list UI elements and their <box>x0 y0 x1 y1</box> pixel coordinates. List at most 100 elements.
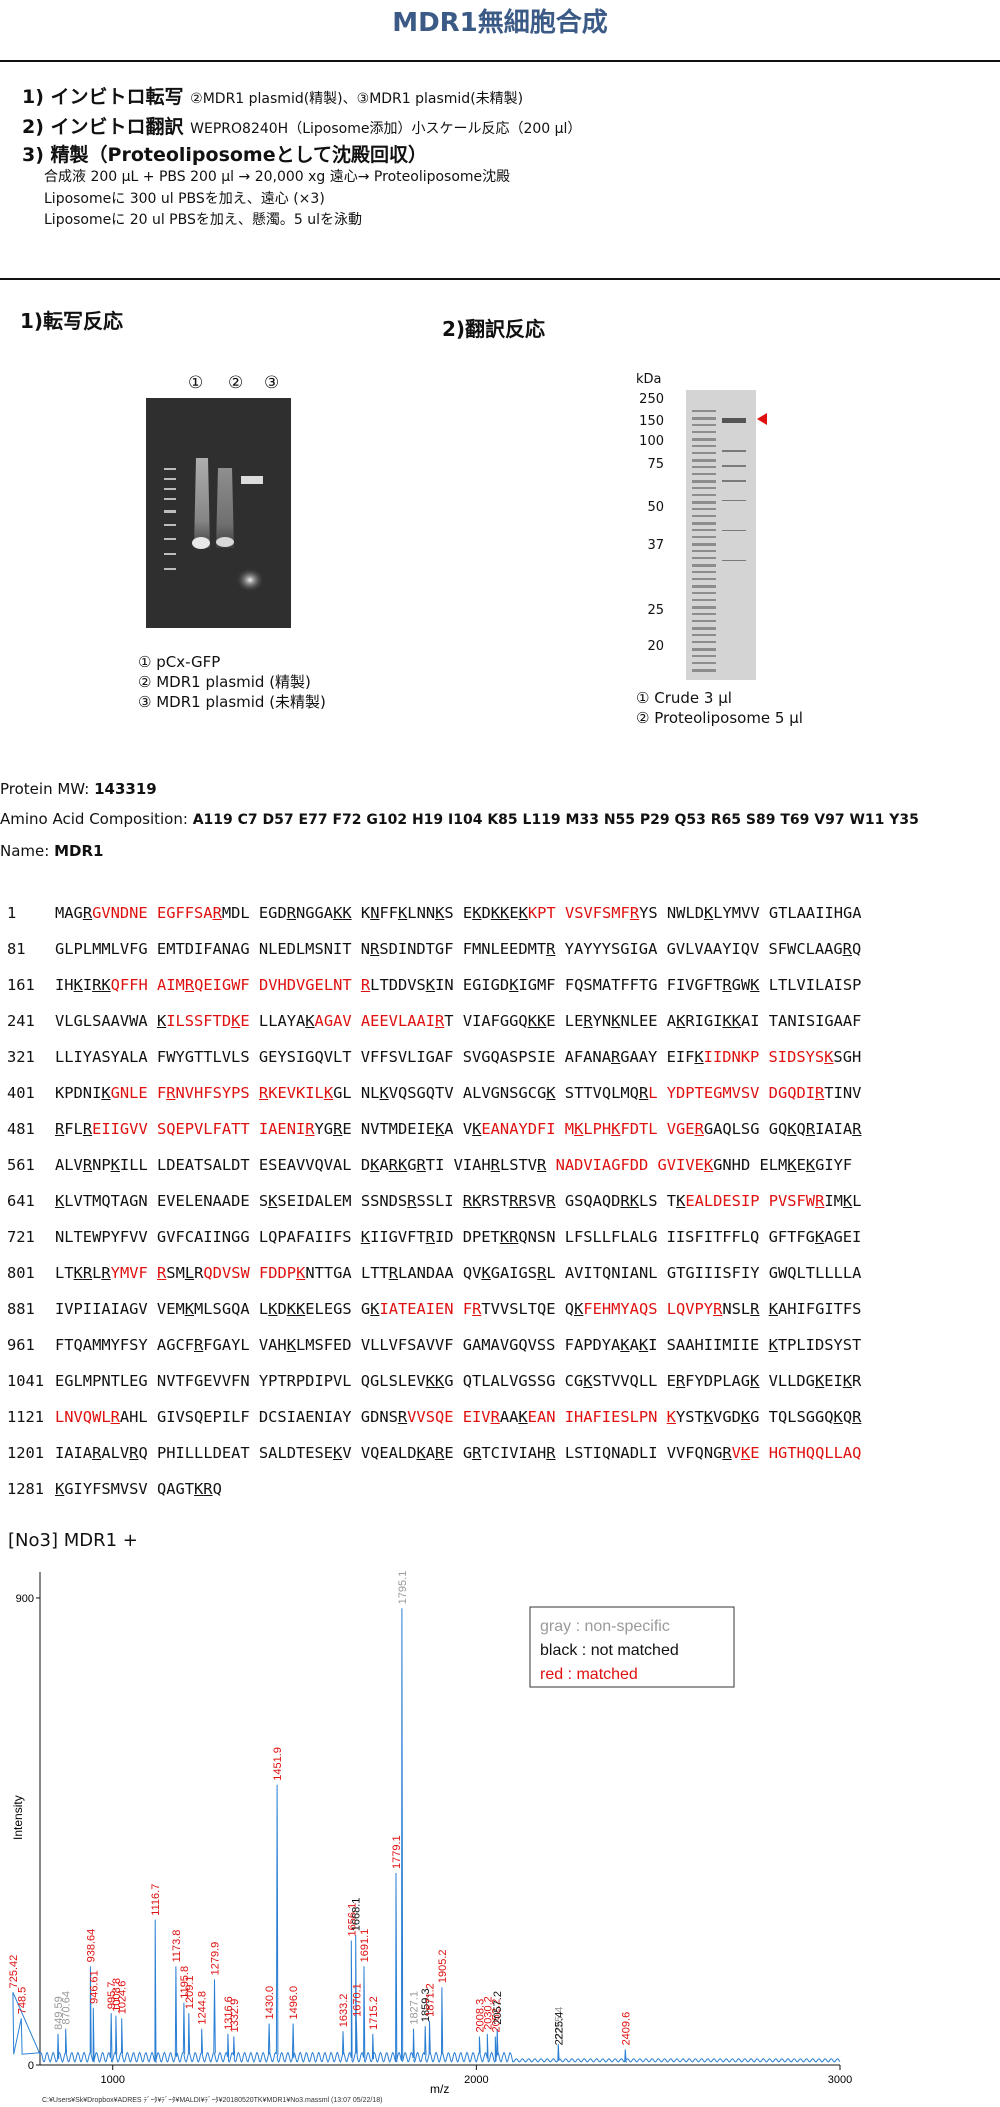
note-3: Liposomeに 20 ul PBSを加え、懸濁。5 ulを泳動 <box>44 212 362 228</box>
cleavage-site-residue: K <box>787 1120 797 1138</box>
residues: IM <box>824 1192 843 1210</box>
residues: NLTEWPYFVV GVFCAIINGG LQPAFAIIFS <box>55 1228 361 1246</box>
cleavage-site-residue: R <box>360 976 371 994</box>
cleavage-site-residue: R <box>92 1444 102 1462</box>
cleavage-site-residue: K <box>231 1012 241 1030</box>
residues: RIGI <box>685 1012 723 1030</box>
matched-residues: EAN IHAFIESLPN <box>527 1408 667 1426</box>
residues: GAAY EIF <box>620 1048 695 1066</box>
residues: Q <box>842 1408 853 1426</box>
cleavage-site-residue: K <box>824 1048 834 1066</box>
cleavage-site-residue: K <box>184 1300 195 1318</box>
residues: LNN <box>407 904 436 922</box>
peak-label: 938.64 <box>85 1929 97 1963</box>
cleavage-site-residue: R <box>537 1264 547 1282</box>
matched-residues: NADVIAGFDD GVIVE <box>555 1156 704 1174</box>
sequence-row: 1 MAGRGVNDNE EGFFSARMDL EGDRNGGAKK KNFFKL… <box>7 895 862 931</box>
cleavage-site-residue: R <box>815 1084 825 1102</box>
protein-sequence: 1 MAGRGVNDNE EGFFSARMDL EGDRNGGAKK KNFFKL… <box>7 895 862 1507</box>
gel-band <box>692 634 716 636</box>
residues: T VIAFGGQ <box>444 1012 528 1030</box>
residues: RST <box>481 1192 510 1210</box>
residues: TCIVIAH <box>481 1444 547 1462</box>
residues: GAIGS <box>490 1264 538 1282</box>
cleavage-site-residue: R <box>472 1300 482 1318</box>
cleavage-site-residue: K <box>286 1336 296 1354</box>
sequence-row: 161 IHKIRKQFFH AIMRQEIGWF DVHDVGELNT RLTD… <box>7 967 862 1003</box>
residues: FF <box>379 904 399 922</box>
residues: V VQEALD <box>342 1444 417 1462</box>
spectrum-label: [No3] MDR1 + <box>8 1530 138 1551</box>
y-tick-label: 900 <box>16 1593 34 1605</box>
sequence-row: 1041 EGLMPNTLEG NVTFGEVVFN YPTRPDIPVL QGL… <box>7 1363 862 1399</box>
cleavage-site-residue: K <box>156 1012 167 1030</box>
cleavage-site-residue: K <box>731 1012 741 1030</box>
residues: R <box>194 1264 204 1282</box>
cleavage-site-residue: K <box>435 904 445 922</box>
peak-label: 1451.9 <box>272 1747 284 1781</box>
peak-label: 849.59 <box>53 1996 65 2030</box>
page-legend-item: ② Proteoliposome 5 µl <box>636 709 803 727</box>
sequence-row: 561 ALVRNPKILL LDEATSALDT ESEAVVQVAL DKAR… <box>7 1147 862 1183</box>
residues: YN <box>592 1012 612 1030</box>
residues: LSTV <box>499 1156 538 1174</box>
gel-band <box>692 669 716 672</box>
cleavage-site-residue: K <box>768 1336 778 1354</box>
cleavage-site-residue: R <box>472 1444 482 1462</box>
target-band-arrow-icon <box>757 413 767 425</box>
sequence-row-number: 1201 <box>7 1444 45 1462</box>
residues: YG <box>314 1120 334 1138</box>
residues: VQSGQTV ALVGNSGCG <box>388 1084 547 1102</box>
residues: Q <box>851 940 862 958</box>
gel-band <box>692 606 716 609</box>
residues: AGEI <box>824 1228 862 1246</box>
residues: IGMF FQSMATFFTG FIVGFT <box>518 976 723 994</box>
peak-label: 725.42 <box>8 1955 20 1989</box>
residues: LLAYA <box>249 1012 306 1030</box>
peak-label: 2225.4 <box>553 2007 565 2041</box>
residues: ID DPET <box>434 1228 500 1246</box>
residues: A <box>379 1156 389 1174</box>
cleavage-site-residue: K <box>55 1480 65 1498</box>
marker-100: 100 <box>639 434 664 449</box>
marker-250: 250 <box>639 392 664 407</box>
gel-band <box>692 410 716 412</box>
residues: G <box>407 1156 417 1174</box>
residues: LLIYASYALA FWYGTTLVLS GEYSIGQVLT VFFSVLI… <box>55 1048 611 1066</box>
cleavage-site-residue: K <box>500 904 510 922</box>
cleavage-site-residue: R <box>842 940 852 958</box>
cleavage-site-residue: K <box>666 1408 676 1426</box>
cleavage-site-residue: R <box>537 1156 547 1174</box>
cleavage-site-residue: K <box>611 1120 621 1138</box>
cleavage-site-residue: R <box>82 1264 93 1282</box>
matched-residues: KEVKIL <box>268 1084 324 1102</box>
residues: STTVQLMQ <box>555 1084 639 1102</box>
kda-unit: kDa <box>636 372 662 387</box>
peak-label: 2409.6 <box>620 2012 632 2046</box>
residues: IAIA <box>815 1120 853 1138</box>
peak-label: 748.5 <box>16 1987 28 2015</box>
cleavage-site-residue: R <box>388 1156 398 1174</box>
cleavage-site-residue: R <box>333 1120 343 1138</box>
gel-band <box>692 620 716 622</box>
residues: Q <box>212 1480 222 1498</box>
residues: GIYF <box>815 1156 853 1174</box>
residues: YAYYYSGIGA GVLVAAYIQV SFWCLAAG <box>555 940 843 958</box>
cleavage-site-residue: K <box>194 1480 204 1498</box>
residues: GAQLSG GQ <box>703 1120 788 1138</box>
cleavage-site-residue: R <box>166 1084 176 1102</box>
cleavage-site-residue: R <box>694 1120 704 1138</box>
residues: SSLI <box>416 1192 463 1210</box>
step-3-heading: 3) 精製（Proteoliposomeとして沈殿回収） <box>22 144 428 166</box>
peak-label: 1116.7 <box>150 1884 162 1916</box>
peak-label: 2057.2 <box>492 1991 504 2025</box>
cleavage-site-residue: K <box>768 1300 779 1318</box>
y-tick-label: 0 <box>28 2060 34 2072</box>
matched-residues: ILSSFTD <box>166 1012 232 1030</box>
cleavage-site-residue: R <box>82 1156 93 1174</box>
cleavage-site-residue: K <box>740 1444 751 1462</box>
cleavage-site-residue: K <box>583 1372 593 1390</box>
gel-band <box>692 655 716 657</box>
cleavage-site-residue: K <box>750 976 760 994</box>
cleavage-site-residue: R <box>129 1444 139 1462</box>
